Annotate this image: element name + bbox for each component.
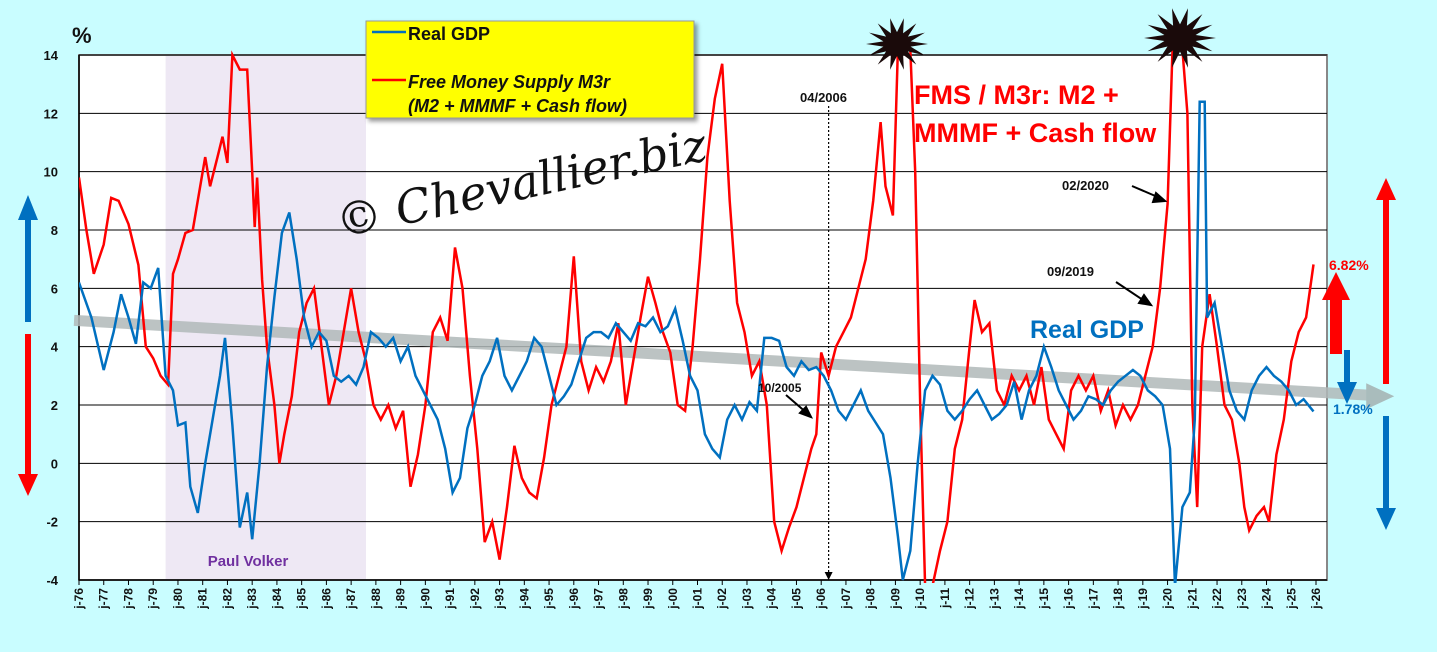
last-gdp-value: 1.78% [1333, 401, 1373, 417]
x-tick-label: j-78 [121, 588, 135, 610]
x-tick-label: j-15 [1037, 588, 1051, 610]
x-tick-label: j-08 [864, 588, 878, 610]
y-axis-label: % [72, 23, 92, 48]
gdp-line [79, 100, 1315, 583]
x-tick-label: j-16 [1062, 588, 1076, 610]
volker-label: Paul Volker [208, 553, 289, 570]
x-tick-label: j-00 [666, 588, 680, 610]
x-tick-label: j-26 [1309, 588, 1323, 610]
x-tick-label: j-94 [517, 588, 531, 610]
x-tick-label: j-99 [641, 588, 655, 610]
y-tick-label: 10 [44, 165, 58, 180]
starburst-2020 [1144, 8, 1216, 68]
x-tick-label: j-13 [987, 588, 1001, 610]
x-tick-label: j-82 [220, 588, 234, 610]
x-tick-label: j-19 [1136, 588, 1150, 610]
x-tick-label: j-20 [1161, 588, 1175, 610]
legend [365, 20, 695, 119]
label-02-2020: 02/2020 [1062, 178, 1109, 193]
x-tick-label: j-07 [839, 588, 853, 610]
trend-arrowhead [1366, 383, 1395, 410]
trend-line [73, 314, 1371, 401]
x-tick-label: j-24 [1260, 588, 1274, 610]
pointer-arrows [785, 185, 1168, 419]
arrow-down-blue-small [1337, 350, 1357, 404]
y-tick-label: 6 [51, 281, 58, 296]
x-tick-label: j-10 [913, 588, 927, 610]
x-tick-label: j-77 [97, 588, 111, 610]
x-tick-label: j-86 [319, 588, 333, 610]
x-tick-label: j-97 [592, 588, 606, 610]
x-tick-label: j-95 [542, 588, 556, 610]
fms-title-2: MMMF + Cash flow [914, 118, 1157, 148]
y-tick-label: 14 [44, 48, 59, 63]
y-tick-labels: 14 12 10 8 6 4 2 0 -2 -4 [44, 48, 59, 588]
x-tick-label: j-21 [1185, 588, 1199, 610]
x-tick-label: j-88 [369, 588, 383, 610]
last-fms-value: 6.82% [1329, 257, 1369, 273]
x-tick-label: j-96 [567, 588, 581, 610]
x-tick-label: j-22 [1210, 588, 1224, 610]
arrow-down-blue-large [1376, 416, 1396, 530]
x-tick-label: j-85 [295, 588, 309, 610]
y-tick-label: 4 [51, 340, 59, 355]
y-tick-label: 12 [44, 106, 58, 121]
y-tick-label: 0 [51, 456, 58, 471]
x-tick-label: j-05 [789, 588, 803, 610]
arrow-down-red-left [18, 334, 38, 496]
x-tick-label: j-12 [963, 588, 977, 610]
y-tick-label: -2 [46, 515, 58, 530]
x-tick-label: j-84 [270, 588, 284, 610]
x-tick-label: j-04 [765, 588, 779, 610]
x-tick-label: j-90 [418, 588, 432, 610]
vline-label: 04/2006 [800, 90, 847, 105]
x-tick-labels: j-76 j-77 j-78 j-79 j-80 j-81 j-82 j-83 j-84 j-85… [72, 588, 1323, 610]
arrow-up-blue-left [18, 195, 38, 322]
label-09-2019: 09/2019 [1047, 264, 1094, 279]
label-10-2005: 10/2005 [758, 381, 802, 395]
legend-fms-sub: (M2 + MMMF + Cash flow) [408, 96, 627, 116]
x-tick-label: j-25 [1284, 588, 1298, 610]
x-tick-label: j-98 [616, 588, 630, 610]
x-tick-label: j-80 [171, 588, 185, 610]
x-tick-label: j-09 [888, 588, 902, 610]
x-tick-label: j-79 [146, 588, 160, 610]
x-tick-label: j-01 [691, 588, 705, 610]
x-tick-label: j-23 [1235, 588, 1249, 610]
x-tick-label: j-76 [72, 588, 86, 610]
fms-title-1: FMS / M3r: M2 + [914, 80, 1119, 110]
x-tick-label: j-17 [1086, 588, 1100, 610]
x-tick-label: j-87 [344, 588, 358, 610]
gdp-title: Real GDP [1030, 316, 1144, 344]
x-tick-label: j-93 [493, 588, 507, 610]
x-tick-label: j-92 [468, 588, 482, 610]
x-tick-label: j-18 [1111, 588, 1125, 610]
gridlines [78, 54, 1327, 585]
x-tick-label: j-02 [715, 588, 729, 610]
y-tick-label: 8 [51, 223, 58, 238]
legend-fms: Free Money Supply M3r [408, 72, 611, 92]
x-tick-label: j-14 [1012, 588, 1026, 610]
arrow-up-red-small [1322, 272, 1350, 354]
y-tick-label: 2 [51, 398, 58, 413]
vline-arrowhead [824, 572, 833, 580]
x-tick-label: j-11 [938, 588, 952, 609]
arrow-up-red-large [1376, 178, 1396, 384]
x-tick-label: j-91 [443, 588, 457, 610]
starburst-2009 [866, 18, 928, 70]
y-tick-label: -4 [46, 573, 58, 588]
x-tick-label: j-81 [196, 588, 210, 610]
x-tick-label: j-06 [814, 588, 828, 610]
legend-gdp: Real GDP [408, 24, 490, 44]
x-tick-label: j-03 [740, 588, 754, 610]
x-tick-label: j-89 [394, 588, 408, 610]
x-tick-label: j-83 [245, 588, 259, 610]
